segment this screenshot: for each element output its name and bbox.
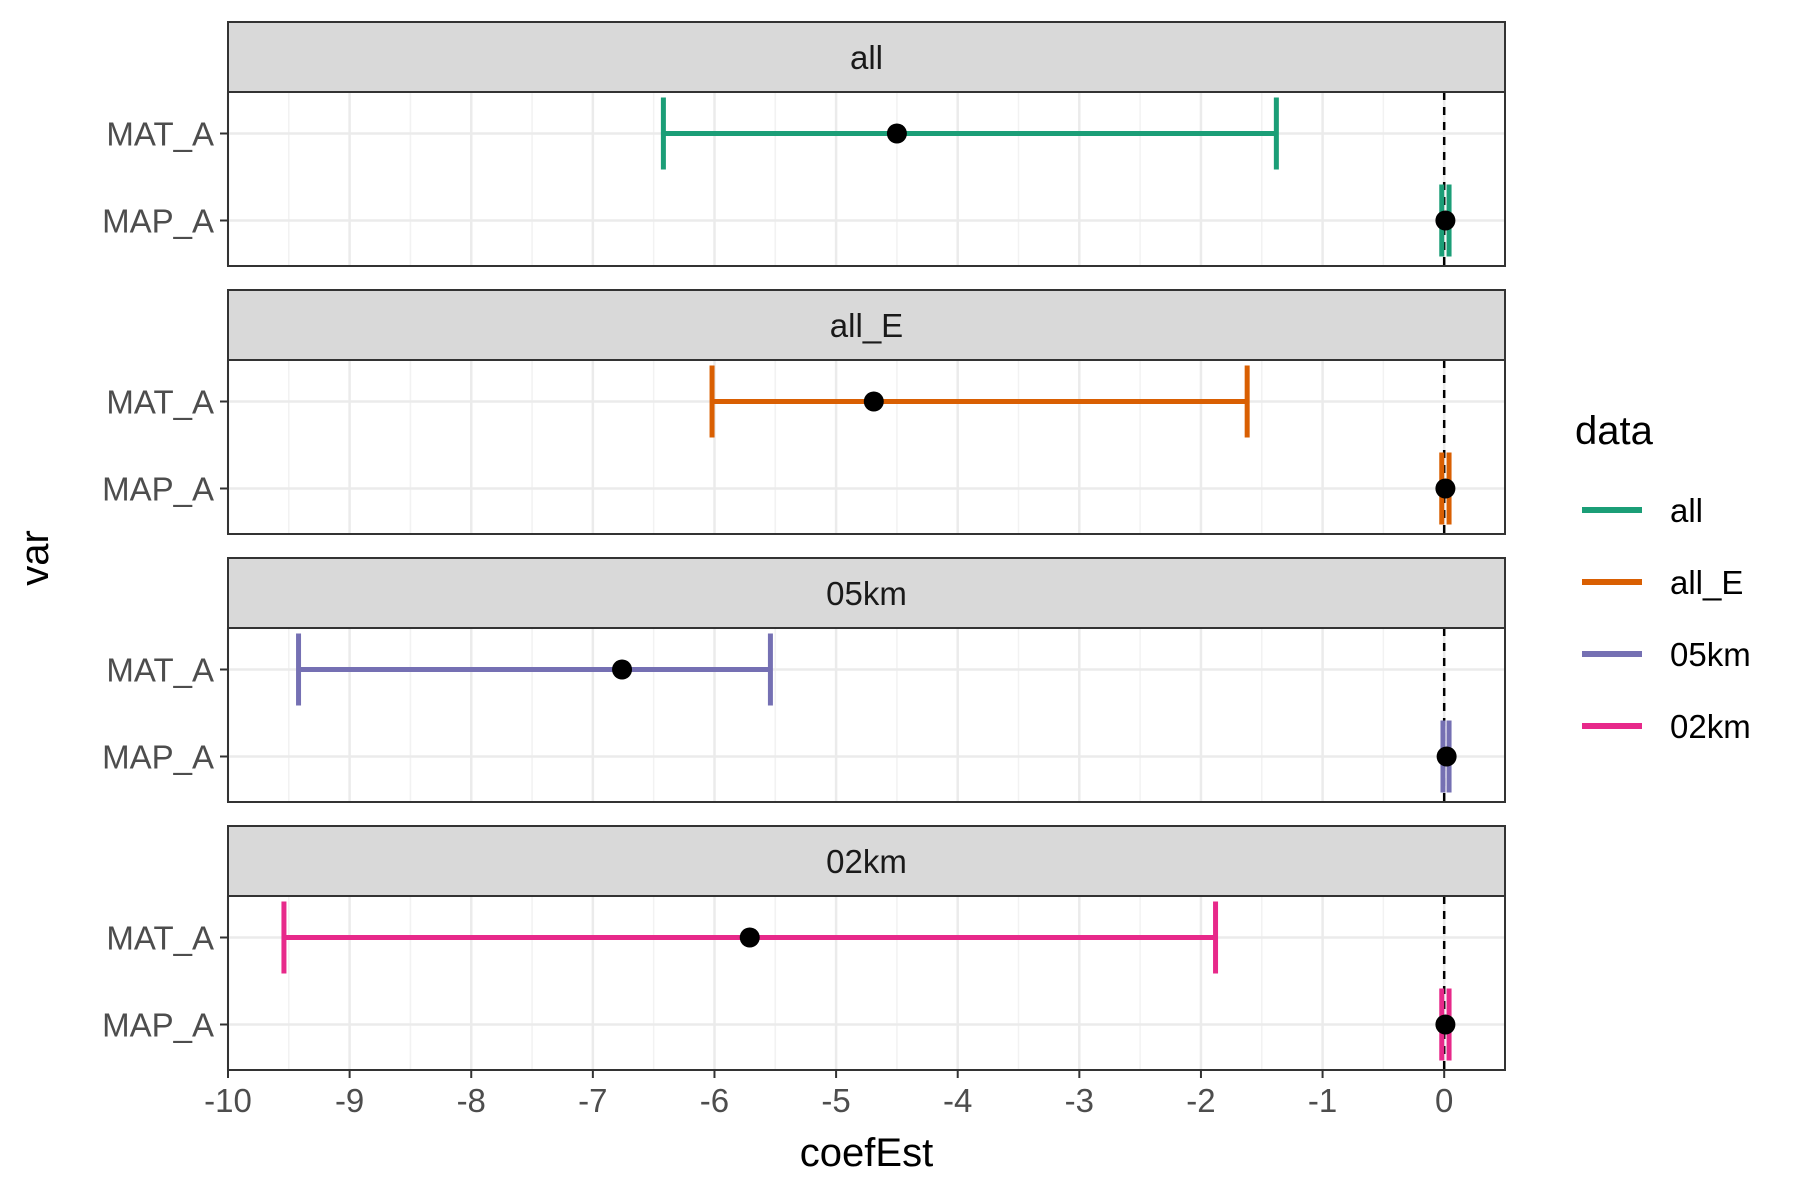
x-tick-label: -10 (204, 1082, 252, 1119)
y-tick-label: MAT_A (106, 384, 214, 421)
x-tick-label: -3 (1065, 1082, 1094, 1119)
x-tick-label: 0 (1435, 1082, 1453, 1119)
panel-border (227, 895, 1506, 1071)
estimate-point (1436, 746, 1457, 767)
errorbar-MAP_A (1435, 988, 1456, 1061)
y-tick-label: MAP_A (102, 1007, 214, 1044)
y-tick-label: MAP_A (102, 471, 214, 508)
y-tick-label: MAT_A (106, 116, 214, 153)
facet-panels: all MAT_A MAP_A all_E MAT_A MAP_A 05km MAT_A MAP… (102, 21, 1506, 1071)
facet-strip (227, 289, 1506, 361)
panel-background (228, 360, 1505, 534)
facet-strip-label: all_E (830, 307, 903, 344)
x-tick-label: -1 (1308, 1082, 1337, 1119)
x-tick-label: -9 (335, 1082, 364, 1119)
facet-strip-label: 05km (826, 575, 907, 612)
legend-label: all_E (1670, 564, 1743, 601)
x-tick-label: -7 (578, 1082, 607, 1119)
panel-border (227, 359, 1506, 535)
legend-label: 05km (1670, 636, 1751, 673)
legend-item-all: all (1582, 492, 1703, 529)
y-tick-label: MAT_A (106, 920, 214, 957)
y-axis-title: var (13, 530, 57, 586)
errorbar-MAT_A (281, 901, 1219, 974)
facet-panel-all: all MAT_A MAP_A (102, 21, 1506, 267)
x-tick-label: -2 (1186, 1082, 1215, 1119)
errorbar-MAP_A (1435, 452, 1456, 525)
panel-border (227, 627, 1506, 803)
facet-panel-02km: 02km MAT_A MAP_A (102, 825, 1506, 1071)
x-axis-title: coefEst (800, 1131, 933, 1175)
panel-background (228, 896, 1505, 1070)
facet-strip-label: all (850, 39, 883, 76)
legend-label: 02km (1670, 708, 1751, 745)
x-tick-label: -5 (821, 1082, 850, 1119)
legend: data all all_E 05km 02km (1575, 409, 1751, 745)
y-tick-label: MAT_A (106, 652, 214, 689)
errorbar-MAT_A (660, 97, 1279, 170)
estimate-point (612, 659, 633, 680)
y-tick-label: MAP_A (102, 203, 214, 240)
legend-title: data (1575, 409, 1654, 453)
legend-item-all_E: all_E (1582, 564, 1743, 601)
x-tick-label: -6 (700, 1082, 729, 1119)
estimate-point (886, 123, 907, 144)
estimate-point (1435, 1014, 1456, 1035)
facet-strip (227, 825, 1506, 897)
estimate-point (1435, 478, 1456, 499)
facet-panel-05km: 05km MAT_A MAP_A (102, 557, 1506, 803)
estimate-point (1435, 210, 1456, 231)
estimate-point (863, 391, 884, 412)
y-tick-label: MAP_A (102, 739, 214, 776)
legend-item-02km: 02km (1582, 708, 1751, 745)
x-tick-label: -8 (457, 1082, 486, 1119)
errorbar-MAT_A (296, 633, 773, 706)
panel-border (227, 91, 1506, 267)
panel-background (228, 628, 1505, 802)
errorbar-MAP_A (1436, 720, 1457, 793)
facet-strip (227, 21, 1506, 93)
estimate-point (739, 927, 760, 948)
legend-item-05km: 05km (1582, 636, 1751, 673)
errorbar-MAP_A (1435, 184, 1456, 257)
facet-strip-label: 02km (826, 843, 907, 880)
x-tick-label: -4 (943, 1082, 972, 1119)
panel-background (228, 92, 1505, 266)
x-axis: -10 -9 -8 -7 -6 -5 -4 -3 -2 -1 0 (204, 1070, 1453, 1119)
errorbar-MAT_A (709, 365, 1250, 438)
facet-panel-all_E: all_E MAT_A MAP_A (102, 289, 1506, 535)
legend-label: all (1670, 492, 1703, 529)
